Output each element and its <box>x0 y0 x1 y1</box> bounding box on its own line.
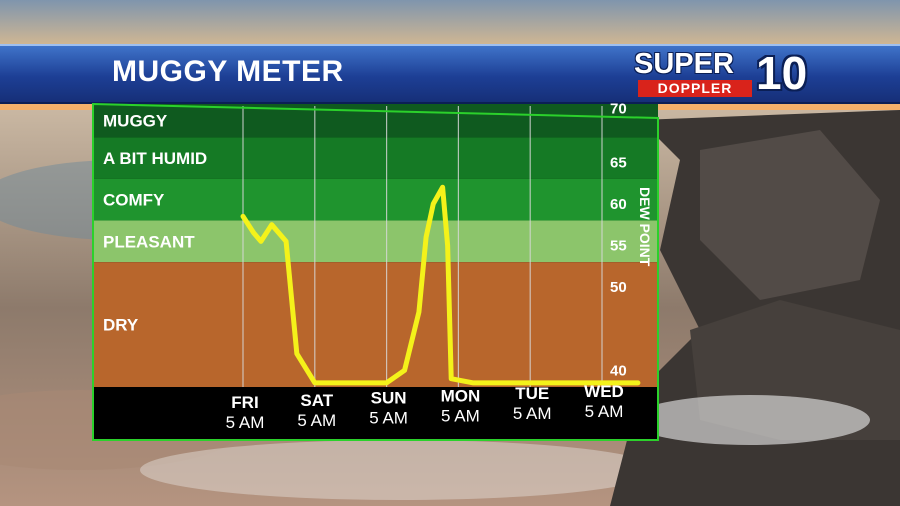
x-tick-time: 5 AM <box>226 413 265 432</box>
x-tick-day: SAT <box>300 391 333 410</box>
y-tick-label: 65 <box>610 154 627 171</box>
band-label: A BIT HUMID <box>103 149 207 168</box>
band-label: DRY <box>103 316 139 335</box>
x-tick-time: 5 AM <box>585 402 624 421</box>
band-dry <box>93 262 658 387</box>
x-tick-day: WED <box>584 382 624 401</box>
logo-doppler-text: DOPPLER <box>638 80 752 97</box>
band-comfy <box>93 178 658 221</box>
chart-border <box>92 102 659 441</box>
x-tick-day: FRI <box>231 393 258 412</box>
y-tick-label: 70 <box>610 101 627 118</box>
x-tick-time: 5 AM <box>441 406 480 425</box>
band-label: MUGGY <box>103 112 168 131</box>
x-tick-time: 5 AM <box>297 411 336 430</box>
band-label: PLEASANT <box>103 232 195 251</box>
y-axis-label: DEW POINT <box>637 187 653 267</box>
y-tick-label: 50 <box>610 279 627 296</box>
x-tick-day: MON <box>441 386 481 405</box>
y-tick-label: 55 <box>610 238 627 255</box>
x-tick-time: 5 AM <box>513 404 552 423</box>
dew-point-line <box>240 184 641 386</box>
y-tick-label: 40 <box>610 362 627 379</box>
band-label: COMFY <box>103 191 165 210</box>
logo-number: 10 <box>756 47 808 99</box>
band-muggy <box>93 104 658 138</box>
x-tick-day: SUN <box>371 389 407 408</box>
logo-super-text: SUPER <box>634 48 734 80</box>
band-pleasant <box>93 220 658 263</box>
x-tick-time: 5 AM <box>369 409 408 428</box>
y-tick-label: 60 <box>610 196 627 213</box>
x-tick-day: TUE <box>515 384 549 403</box>
band-a-bit-humid <box>93 137 658 179</box>
page-title: MUGGY METER <box>112 55 344 88</box>
